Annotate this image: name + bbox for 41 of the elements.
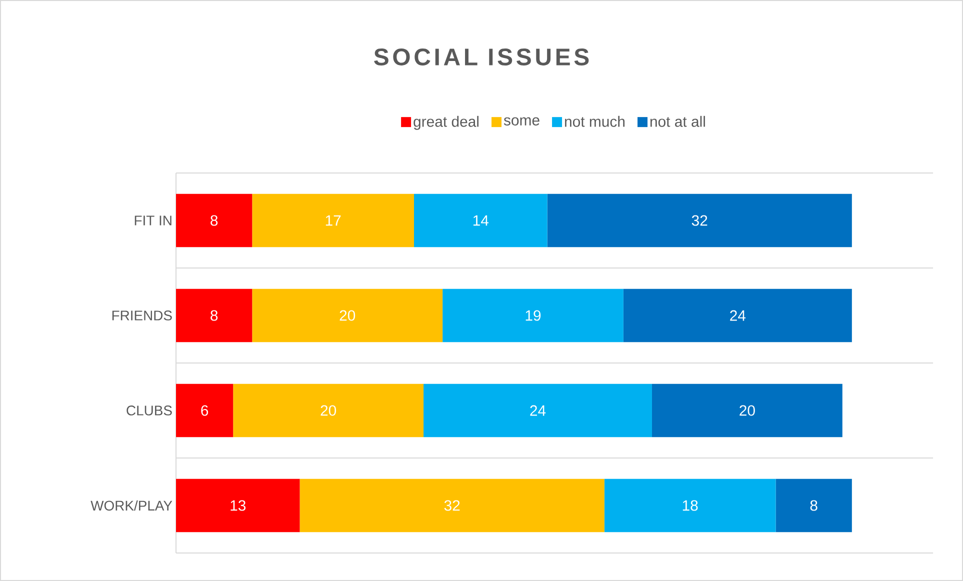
y-tick-label: FIT IN: [134, 216, 172, 226]
y-tick-label: WORK/PLAY: [90, 500, 172, 511]
bar: [414, 194, 548, 248]
y-tick-label: FRIENDS: [112, 310, 172, 320]
data-label: 14: [473, 215, 489, 226]
data-label: 32: [444, 500, 460, 511]
bar: [547, 194, 852, 248]
data-label: 17: [326, 215, 341, 226]
data-label: 20: [340, 310, 356, 321]
bar: [252, 194, 414, 248]
bar: [442, 288, 624, 342]
data-label: 20: [740, 405, 755, 416]
data-label: 19: [526, 310, 541, 321]
data-label: 8: [810, 500, 818, 511]
data-label: 24: [730, 310, 746, 321]
data-label: 8: [210, 215, 218, 226]
legend-label: great deal: [414, 116, 478, 130]
data-label: 6: [201, 405, 208, 416]
legend-label: not much: [565, 116, 625, 127]
legend-label: some: [504, 117, 540, 126]
bar: [424, 384, 652, 438]
chart-title: SOCIAL ISSUES: [374, 48, 589, 66]
data-label: 8: [210, 310, 218, 321]
data-label: 32: [692, 215, 708, 226]
bar: [176, 384, 234, 438]
data-label: 24: [530, 405, 546, 416]
y-tick-label: CLUBS: [126, 406, 172, 416]
bar: [233, 384, 424, 438]
bar: [652, 384, 842, 438]
bar: [176, 194, 252, 248]
bar: [776, 478, 852, 532]
bar: [176, 478, 300, 532]
legend-label: not at all: [650, 116, 705, 127]
data-label: 13: [230, 500, 246, 511]
bar: [300, 478, 604, 532]
bar: [176, 288, 252, 342]
bar: [623, 288, 852, 342]
bar: [252, 288, 443, 342]
bar: [604, 478, 776, 532]
data-label: 18: [682, 500, 698, 511]
data-label: 20: [320, 405, 336, 416]
